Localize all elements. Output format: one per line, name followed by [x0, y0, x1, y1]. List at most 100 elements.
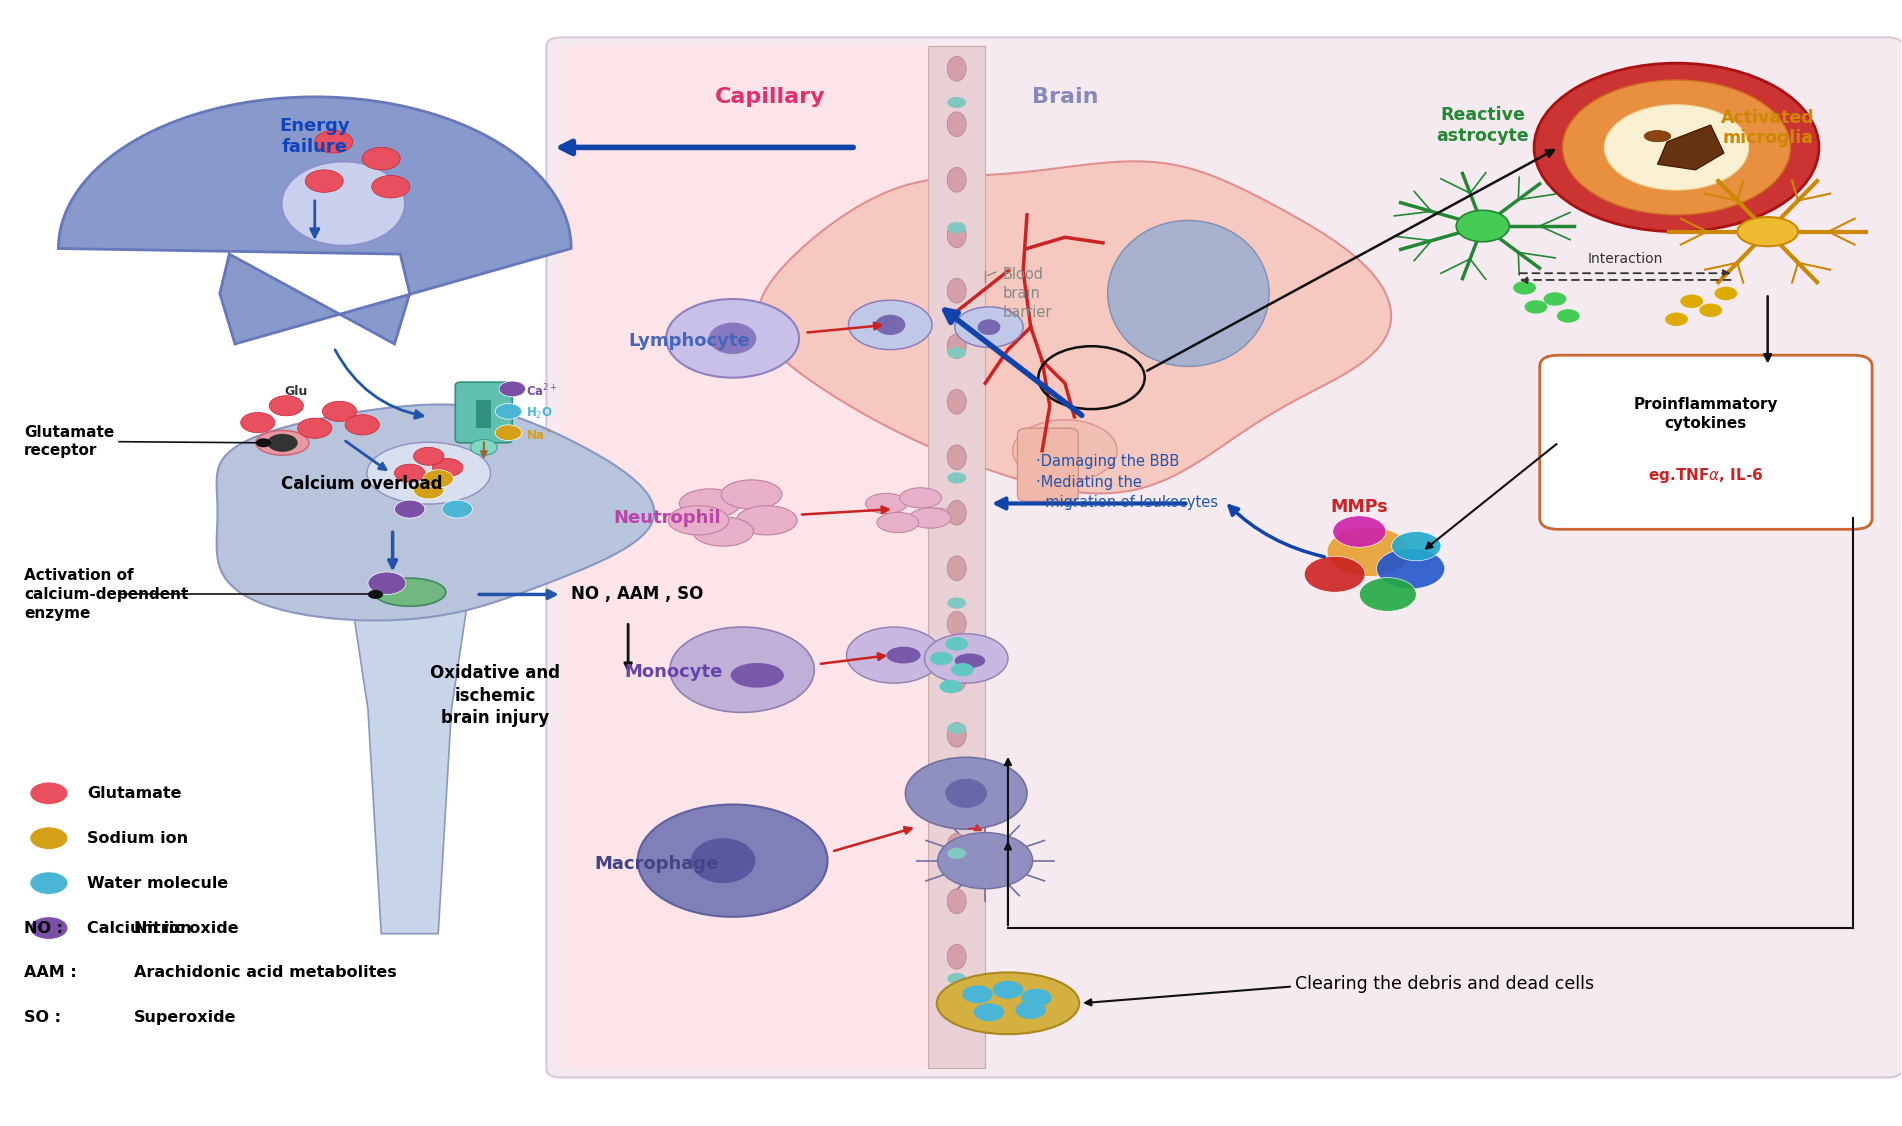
- Circle shape: [367, 590, 382, 599]
- Circle shape: [1377, 548, 1446, 589]
- Circle shape: [947, 973, 966, 984]
- Circle shape: [495, 425, 521, 440]
- Text: Clearing the debris and dead cells: Clearing the debris and dead cells: [1295, 975, 1594, 993]
- Text: Superoxide: Superoxide: [135, 1010, 238, 1026]
- Circle shape: [1535, 63, 1818, 232]
- Ellipse shape: [947, 56, 966, 81]
- Circle shape: [242, 412, 276, 432]
- Text: Calcium ion: Calcium ion: [87, 921, 192, 936]
- FancyBboxPatch shape: [455, 382, 512, 443]
- Ellipse shape: [978, 320, 1000, 336]
- Text: Activated
microglia: Activated microglia: [1721, 108, 1815, 148]
- Text: Proinflammatory
cytokines: Proinflammatory cytokines: [1634, 397, 1778, 431]
- Text: H$_2$O: H$_2$O: [525, 406, 552, 421]
- Circle shape: [1563, 80, 1790, 215]
- FancyBboxPatch shape: [1018, 428, 1078, 501]
- Circle shape: [432, 458, 462, 476]
- Ellipse shape: [690, 838, 755, 883]
- Circle shape: [304, 170, 342, 193]
- Ellipse shape: [947, 723, 966, 748]
- Ellipse shape: [281, 161, 405, 245]
- Circle shape: [1328, 527, 1411, 577]
- Circle shape: [344, 414, 378, 435]
- Text: Macrophage: Macrophage: [593, 855, 719, 873]
- Polygon shape: [352, 608, 466, 933]
- Circle shape: [314, 131, 352, 153]
- Polygon shape: [217, 404, 654, 620]
- Text: Ca$^{2+}$: Ca$^{2+}$: [525, 383, 557, 400]
- Circle shape: [938, 832, 1033, 888]
- Circle shape: [962, 985, 993, 1003]
- Circle shape: [846, 627, 941, 683]
- Circle shape: [30, 917, 68, 939]
- Circle shape: [947, 97, 966, 108]
- Circle shape: [924, 634, 1008, 683]
- Ellipse shape: [955, 653, 985, 668]
- Circle shape: [413, 481, 443, 499]
- Circle shape: [905, 758, 1027, 829]
- Text: MMPs: MMPs: [1331, 498, 1388, 516]
- Ellipse shape: [1737, 217, 1797, 247]
- Ellipse shape: [668, 506, 728, 535]
- Ellipse shape: [900, 488, 941, 508]
- Ellipse shape: [875, 315, 905, 336]
- Circle shape: [848, 301, 932, 349]
- Text: Energy
failure: Energy failure: [280, 117, 350, 155]
- Circle shape: [1603, 105, 1748, 190]
- Text: Capillary: Capillary: [715, 87, 825, 107]
- Circle shape: [1544, 293, 1567, 306]
- Text: Glu: Glu: [283, 385, 308, 397]
- Text: Lymphocyte: Lymphocyte: [628, 331, 749, 349]
- Ellipse shape: [886, 646, 921, 663]
- Text: Arachidonic acid metabolites: Arachidonic acid metabolites: [135, 965, 398, 981]
- Circle shape: [422, 470, 453, 488]
- Text: Calcium overload: Calcium overload: [281, 475, 443, 493]
- Ellipse shape: [919, 508, 953, 521]
- Text: ·Damaging the BBB
·Mediating the
  migration of leukocytes: ·Damaging the BBB ·Mediating the migrati…: [1037, 454, 1219, 510]
- Circle shape: [30, 872, 68, 894]
- Bar: [476, 400, 491, 428]
- Circle shape: [1514, 282, 1537, 295]
- Text: Glutamate
receptor: Glutamate receptor: [25, 425, 114, 458]
- Circle shape: [1525, 301, 1548, 314]
- Text: Activation of
calcium-dependent
enzyme: Activation of calcium-dependent enzyme: [25, 569, 188, 620]
- Circle shape: [1360, 578, 1417, 611]
- Text: Sodium ion: Sodium ion: [87, 831, 188, 846]
- Polygon shape: [757, 161, 1390, 493]
- Ellipse shape: [730, 663, 784, 688]
- Circle shape: [947, 598, 966, 609]
- Polygon shape: [59, 97, 571, 343]
- Text: Blood
brain
barrier: Blood brain barrier: [1002, 267, 1052, 320]
- Text: SO :: SO :: [25, 1010, 61, 1026]
- Circle shape: [30, 783, 68, 804]
- FancyBboxPatch shape: [1541, 355, 1872, 529]
- Circle shape: [394, 500, 424, 518]
- Circle shape: [1714, 287, 1737, 301]
- Ellipse shape: [1012, 420, 1116, 482]
- Ellipse shape: [947, 556, 966, 581]
- Ellipse shape: [865, 493, 907, 513]
- Ellipse shape: [947, 1000, 966, 1025]
- Circle shape: [947, 347, 966, 358]
- Circle shape: [947, 222, 966, 233]
- Circle shape: [670, 627, 814, 713]
- Ellipse shape: [909, 508, 951, 528]
- Circle shape: [495, 403, 521, 419]
- Circle shape: [268, 434, 299, 452]
- Text: Glutamate: Glutamate: [87, 786, 181, 801]
- Text: Na$^+$: Na$^+$: [525, 428, 553, 444]
- Ellipse shape: [947, 833, 966, 858]
- Circle shape: [637, 804, 827, 917]
- Circle shape: [1698, 304, 1721, 318]
- Circle shape: [993, 981, 1023, 999]
- Ellipse shape: [947, 945, 966, 969]
- Text: NO , AAM , SO: NO , AAM , SO: [571, 586, 704, 604]
- Circle shape: [470, 439, 496, 455]
- Circle shape: [1457, 211, 1510, 242]
- Ellipse shape: [736, 506, 797, 535]
- Ellipse shape: [877, 512, 919, 533]
- Ellipse shape: [709, 323, 757, 354]
- Ellipse shape: [947, 888, 966, 913]
- Circle shape: [940, 680, 962, 694]
- Circle shape: [974, 1003, 1004, 1021]
